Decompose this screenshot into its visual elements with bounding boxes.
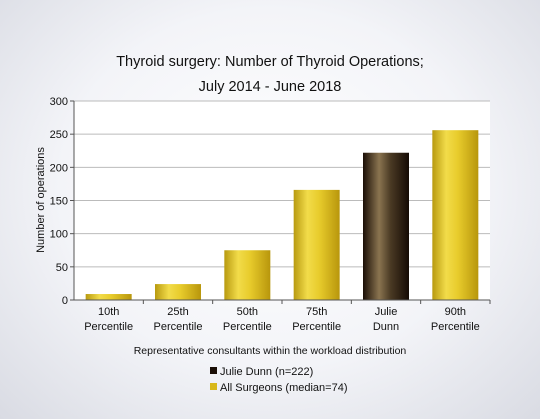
x-tick-label: 75th: [306, 306, 327, 318]
bar-10th-percentile: [85, 294, 132, 300]
y-tick-label-100: 100: [50, 229, 68, 241]
bar-50th-percentile: [224, 250, 271, 300]
bar-julie-dunn: [363, 152, 409, 300]
legend-swatch-all-surgeons: [210, 383, 217, 390]
y-tick-label-300: 300: [50, 96, 68, 108]
y-tick-label-200: 200: [50, 162, 68, 174]
y-axis-ticks: 0 50 100 150 200 250 300: [50, 96, 74, 307]
legend: Julie Dunn (n=222) All Surgeons (median=…: [210, 366, 348, 394]
x-tick-label: Dunn: [373, 321, 399, 333]
bar-90th-percentile: [432, 130, 479, 300]
legend-swatch-julie-dunn: [210, 367, 217, 374]
x-tick-label: Percentile: [292, 321, 341, 333]
legend-label-all-surgeons: All Surgeons (median=74): [220, 382, 348, 394]
chart-title-line-1: Thyroid surgery: Number of Thyroid Opera…: [116, 54, 424, 70]
x-tick-label: Percentile: [84, 321, 133, 333]
bar-25th-percentile: [155, 284, 201, 300]
y-tick-label-250: 250: [50, 129, 68, 141]
x-tick-label: 90th: [445, 306, 466, 318]
x-tick-label: Julie: [375, 306, 398, 318]
y-tick-label-50: 50: [56, 262, 68, 274]
x-tick-label: Percentile: [431, 321, 480, 333]
bar-75th-percentile: [293, 189, 340, 300]
x-tick-label: 25th: [167, 306, 188, 318]
x-tick-label: 50th: [237, 306, 258, 318]
x-axis-tick-labels: 10th Percentile 25th Percentile 50th Percenti…: [84, 300, 491, 333]
chart-title-line-2: July 2014 - June 2018: [199, 79, 342, 95]
legend-label-julie-dunn: Julie Dunn (n=222): [220, 366, 313, 378]
y-tick-label-150: 150: [50, 196, 68, 208]
y-tick-label-0: 0: [62, 295, 68, 307]
bars: [85, 130, 479, 300]
x-tick-label: 10th: [98, 306, 119, 318]
x-tick-label: Percentile: [154, 321, 203, 333]
x-axis-label: Representative consultants within the wo…: [134, 345, 407, 357]
y-axis-label: Number of operations: [35, 147, 47, 253]
gridlines: [74, 100, 490, 268]
x-tick-label: Percentile: [223, 321, 272, 333]
